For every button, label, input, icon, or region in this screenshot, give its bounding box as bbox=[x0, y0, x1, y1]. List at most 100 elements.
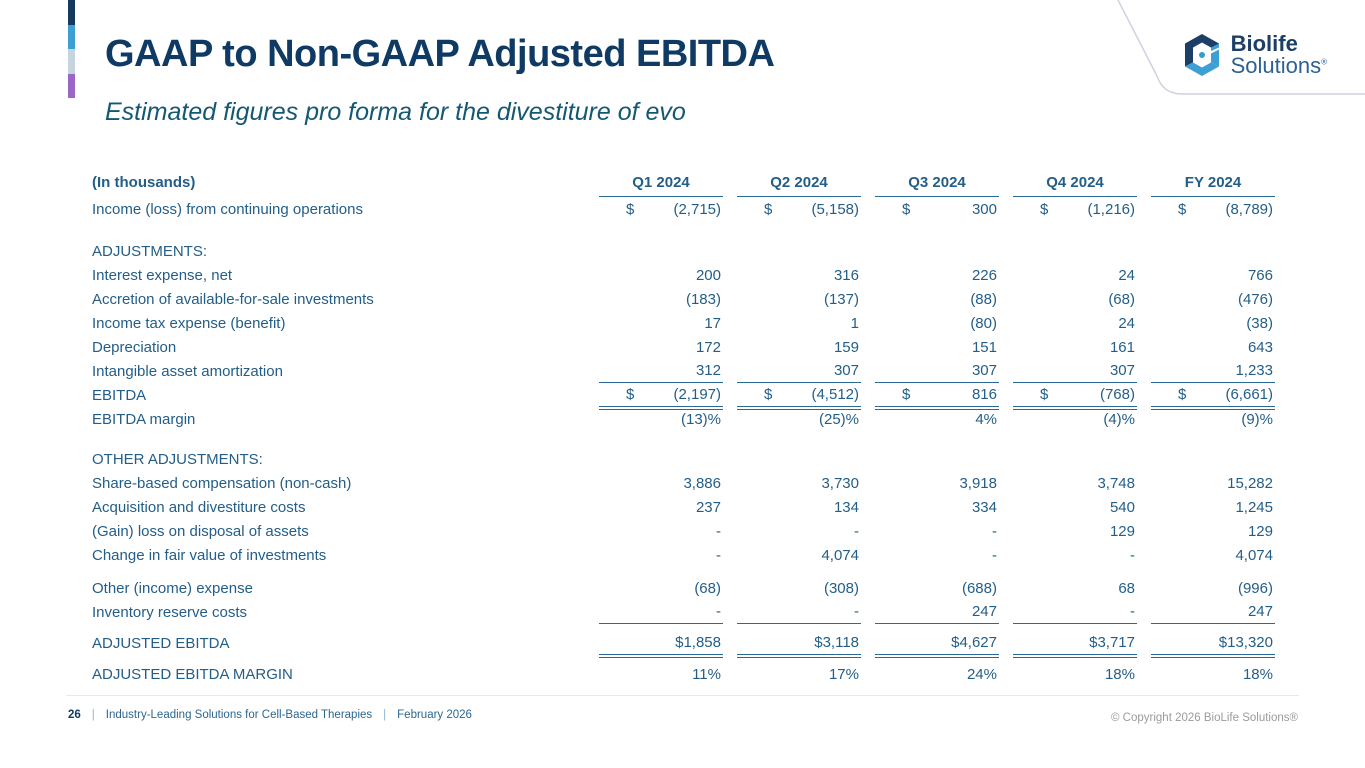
cell-value: $13,320 bbox=[1151, 631, 1275, 658]
cell-value: 159 bbox=[833, 338, 859, 356]
cell-value: 237 bbox=[695, 498, 721, 516]
cell-value: 334 bbox=[971, 498, 997, 516]
cell-value: 3,748 bbox=[1097, 474, 1135, 492]
table-row: Acquisition and divestiture costs 237 134 3… bbox=[92, 495, 1275, 519]
accent-bar-segment bbox=[68, 24, 75, 49]
cell-value: 129 bbox=[1109, 522, 1135, 540]
cell-value: (9)% bbox=[1241, 410, 1273, 428]
column-header-fy: FY 2024 bbox=[1151, 168, 1275, 197]
cell-value: - bbox=[854, 522, 859, 540]
table-row: Change in fair value of investments - 4,07… bbox=[92, 543, 1275, 567]
table-row: Interest expense, net 200 316 226 24 766 bbox=[92, 263, 1275, 287]
cell-value: $ (4,512) bbox=[737, 383, 861, 410]
row-label: Share-based compensation (non-cash) bbox=[92, 474, 352, 492]
row-label: Inventory reserve costs bbox=[92, 603, 248, 621]
financial-table-body: Income (loss) from continuing operations… bbox=[92, 197, 1275, 686]
cell-number: 816 bbox=[971, 386, 997, 403]
cell-value: 17 bbox=[704, 314, 721, 332]
cell-value: 307 bbox=[875, 359, 999, 383]
row-label: Other (income) expense bbox=[92, 579, 253, 597]
row-label: EBITDA margin bbox=[92, 410, 196, 428]
footer: 26 | Industry-Leading Solutions for Cell… bbox=[68, 709, 472, 721]
page-number: 26 bbox=[68, 709, 81, 721]
cell-value: 226 bbox=[971, 266, 997, 284]
corner-panel-border bbox=[1117, 0, 1365, 95]
cell-value: (38) bbox=[1246, 314, 1273, 332]
cell-value: 316 bbox=[833, 266, 859, 284]
column-header-q4: Q4 2024 bbox=[1013, 168, 1137, 197]
cell-value: - bbox=[599, 600, 723, 624]
cell-number: (2,715) bbox=[673, 200, 721, 218]
cell-value: (88) bbox=[970, 290, 997, 308]
cell-value: $816 bbox=[875, 383, 999, 410]
table-row: (Gain) loss on disposal of assets - - - 129 1… bbox=[92, 519, 1275, 543]
footer-separator: | bbox=[383, 709, 387, 721]
row-label: OTHER ADJUSTMENTS: bbox=[92, 450, 263, 468]
dollar-sign: $ bbox=[764, 200, 773, 218]
cell-value: (4)% bbox=[1103, 410, 1135, 428]
cell-value: (308) bbox=[823, 579, 859, 597]
cell-value: (183) bbox=[685, 290, 721, 308]
cell-value: 24% bbox=[966, 665, 997, 683]
cell-value: 1 bbox=[850, 314, 859, 332]
cell-value: - bbox=[716, 522, 721, 540]
unit-label: (In thousands) bbox=[92, 174, 196, 191]
dollar-sign: $ bbox=[626, 200, 635, 218]
dollar-sign: $ bbox=[1178, 386, 1187, 403]
footer-tagline: Industry-Leading Solutions for Cell-Base… bbox=[105, 709, 373, 721]
dollar-sign: $ bbox=[1178, 200, 1187, 218]
cell-value: 129 bbox=[1247, 522, 1273, 540]
row-label: Depreciation bbox=[92, 338, 177, 356]
cell-number: (768) bbox=[1099, 386, 1135, 403]
row-label: Income tax expense (benefit) bbox=[92, 314, 286, 332]
cell-value: 11% bbox=[692, 665, 721, 683]
logo-text: Biolife Solutions® bbox=[1230, 31, 1327, 78]
cell-value: $ (2,197) bbox=[599, 383, 723, 410]
cell-value: 4% bbox=[975, 410, 997, 428]
cell-value: 15,282 bbox=[1227, 474, 1273, 492]
cell-value: 3,730 bbox=[821, 474, 859, 492]
biolife-logo: Biolife Solutions® bbox=[1182, 31, 1327, 78]
cell-value: (996) bbox=[1237, 579, 1273, 597]
copyright-text: © Copyright 2026 BioLife Solutions® bbox=[1111, 712, 1298, 724]
cell-value: 540 bbox=[1109, 498, 1135, 516]
dollar-sign: $ bbox=[764, 386, 773, 403]
row-label: EBITDA bbox=[92, 386, 147, 404]
table-row: Other (income) expense (68) (308) (688) 68 (9… bbox=[92, 576, 1275, 600]
cell-value: - bbox=[737, 600, 861, 624]
table-row: EBITDA $ (2,197) $ (4,512) $816 $ (768) $ (6,661) bbox=[92, 383, 1275, 410]
table-row: ADJUSTED EBITDA $1,858 $3,118 $4,627 $3,717 $… bbox=[92, 631, 1275, 658]
cell-value: 200 bbox=[695, 266, 721, 284]
cell-number: (6,661) bbox=[1225, 386, 1273, 403]
accent-bar-segment bbox=[68, 0, 75, 25]
row-label: Interest expense, net bbox=[92, 266, 233, 284]
dollar-sign: $ bbox=[902, 200, 911, 218]
row-label: Income (loss) from continuing operations bbox=[92, 200, 363, 218]
dollar-sign: $ bbox=[1040, 386, 1049, 403]
table-row: EBITDA margin (13)% (25)% 4% (4)% (9)% bbox=[92, 407, 1275, 431]
table-section-row: ADJUSTMENTS: bbox=[92, 239, 1275, 263]
cell-value: 307 bbox=[1013, 359, 1137, 383]
cell-value: 766 bbox=[1247, 266, 1273, 284]
cell-value: 172 bbox=[695, 338, 721, 356]
cell-value: (68) bbox=[1108, 290, 1135, 308]
logo-line1: Biolife bbox=[1230, 31, 1298, 56]
accent-bar-segment bbox=[68, 73, 75, 98]
table-spacer bbox=[92, 221, 1275, 239]
cell-value: $300 bbox=[875, 197, 999, 221]
page-subtitle: Estimated figures pro forma for the dive… bbox=[105, 98, 686, 126]
table-row: Inventory reserve costs - -247-247 bbox=[92, 600, 1275, 624]
row-label: ADJUSTMENTS: bbox=[92, 242, 208, 260]
table-spacer bbox=[92, 431, 1275, 447]
cell-value: (80) bbox=[970, 314, 997, 332]
cell-value: 247 bbox=[875, 600, 999, 624]
cell-value: 312 bbox=[599, 359, 723, 383]
cell-number: (2,197) bbox=[673, 386, 721, 403]
table-header-row: (In thousands) Q1 2024 Q2 2024 Q3 2024 Q… bbox=[92, 168, 1275, 197]
table-section-row: OTHER ADJUSTMENTS: bbox=[92, 447, 1275, 471]
cell-value: 24 bbox=[1118, 266, 1135, 284]
table-row: Depreciation 172 159 151 161 643 bbox=[92, 335, 1275, 359]
cell-number: (4,512) bbox=[811, 386, 859, 403]
cell-value: 643 bbox=[1247, 338, 1273, 356]
